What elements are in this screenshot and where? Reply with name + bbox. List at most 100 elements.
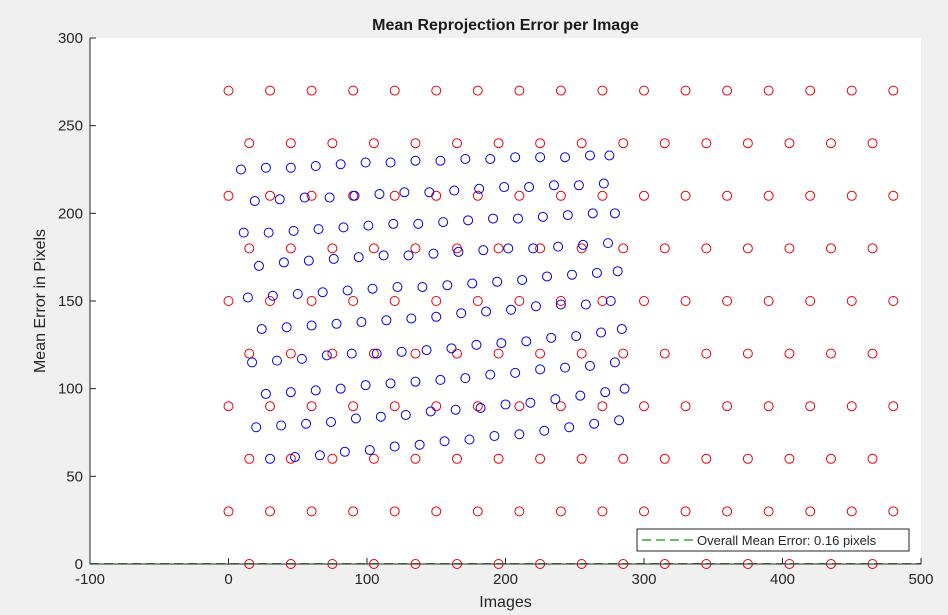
data-point-red	[680, 401, 691, 412]
data-point-red	[805, 401, 816, 412]
data-point-blue	[406, 313, 417, 324]
data-point-red	[244, 138, 255, 149]
data-point-red	[389, 401, 400, 412]
data-point-blue	[265, 453, 276, 464]
data-point-blue	[530, 301, 541, 312]
data-point-blue	[235, 164, 246, 175]
data-point-red	[514, 85, 525, 96]
data-point-blue	[428, 248, 439, 259]
data-point-red	[493, 453, 504, 464]
data-point-red	[888, 401, 899, 412]
data-point-blue	[478, 245, 489, 256]
data-point-blue	[274, 194, 285, 205]
data-point-red	[784, 453, 795, 464]
data-point-blue	[548, 180, 559, 191]
data-point-blue	[521, 336, 532, 347]
data-point-red	[722, 190, 733, 201]
legend-box	[636, 528, 910, 552]
data-point-red	[493, 348, 504, 359]
data-point-blue	[496, 338, 507, 349]
data-point-red	[389, 506, 400, 517]
data-point-blue	[575, 390, 586, 401]
data-point-red	[763, 296, 774, 306]
data-point-blue	[339, 446, 350, 457]
data-point-blue	[609, 208, 620, 219]
data-point-red	[701, 348, 712, 359]
y-tick-label: 200	[58, 205, 83, 222]
data-point-blue	[317, 287, 328, 298]
data-point-blue	[514, 429, 525, 440]
y-tick-label: 50	[66, 468, 83, 485]
data-point-red	[722, 296, 733, 306]
data-point-red	[867, 138, 878, 149]
data-point-red	[825, 243, 836, 254]
data-point-red	[618, 453, 629, 464]
x-tick-label: 300	[631, 571, 656, 588]
data-point-blue	[467, 278, 478, 289]
data-point-blue	[535, 152, 546, 163]
data-point-blue	[263, 227, 274, 238]
data-point-red	[368, 243, 379, 254]
data-point-red	[514, 296, 525, 306]
data-point-blue	[314, 450, 325, 461]
data-point-blue	[328, 253, 339, 264]
data-point-red	[618, 138, 629, 149]
data-point-blue	[381, 315, 392, 326]
data-point-blue	[251, 422, 262, 433]
data-point-blue	[438, 217, 449, 228]
data-point-blue	[325, 416, 336, 427]
data-point-blue	[324, 192, 335, 203]
data-point-blue	[584, 150, 595, 161]
data-point-blue	[474, 183, 485, 194]
data-point-blue	[537, 211, 548, 222]
data-point-blue	[424, 187, 435, 198]
data-point-red	[389, 190, 400, 201]
data-point-blue	[600, 387, 611, 398]
data-point-blue	[349, 190, 360, 201]
data-point-blue	[499, 182, 510, 193]
data-point-blue	[356, 317, 367, 328]
data-point-red	[285, 243, 296, 254]
data-point-red	[784, 243, 795, 254]
data-point-red	[452, 453, 463, 464]
data-point-red	[597, 296, 608, 306]
data-point-blue	[400, 409, 411, 420]
y-axis-label: Mean Error in Pixels	[32, 229, 49, 373]
data-point-red	[722, 401, 733, 412]
data-point-blue	[335, 159, 346, 170]
data-point-blue	[528, 243, 539, 254]
data-point-red	[327, 348, 338, 359]
data-point-red	[265, 85, 276, 96]
data-point-red	[805, 296, 816, 306]
data-point-blue	[338, 222, 349, 233]
data-point-red	[618, 243, 629, 254]
data-point-red	[639, 506, 649, 517]
data-point-blue	[442, 280, 453, 291]
data-point-red	[244, 348, 255, 359]
data-point-red	[493, 243, 504, 254]
data-point-red	[514, 401, 525, 412]
data-point-blue	[535, 364, 546, 375]
data-point-blue	[242, 292, 253, 303]
data-point-red	[784, 138, 795, 149]
data-point-blue	[488, 213, 499, 224]
data-point-red	[597, 401, 608, 412]
data-point-blue	[591, 267, 602, 278]
data-point-red	[680, 190, 691, 201]
data-point-blue	[500, 399, 511, 410]
data-point-red	[223, 190, 234, 201]
data-point-red	[555, 296, 566, 306]
data-point-blue	[453, 246, 464, 257]
data-point-blue	[296, 353, 307, 364]
x-tick-label: 500	[908, 571, 933, 588]
data-point-red	[763, 506, 774, 517]
data-point-red	[888, 506, 899, 517]
data-point-blue	[464, 434, 475, 445]
data-point-red	[535, 453, 546, 464]
data-point-blue	[481, 306, 492, 317]
data-point-red	[223, 401, 234, 412]
data-point-red	[846, 190, 857, 201]
data-point-red	[285, 138, 296, 149]
data-point-red	[825, 138, 836, 149]
data-point-blue	[353, 252, 364, 263]
